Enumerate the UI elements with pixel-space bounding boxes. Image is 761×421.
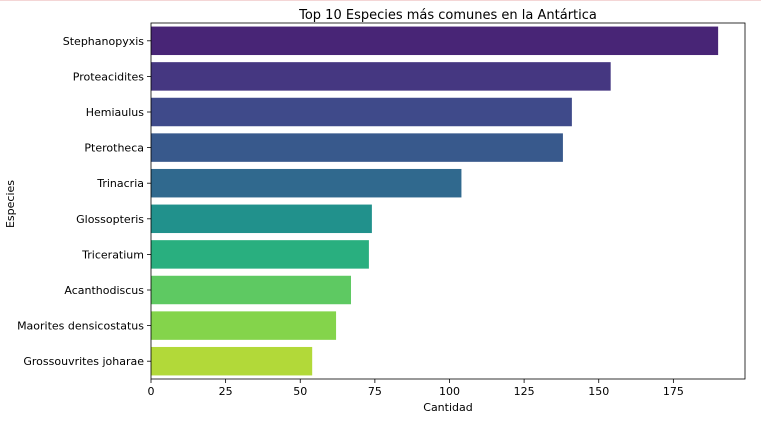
x-ticks-group: 0 25 50 75 100 125 150 175 xyxy=(148,379,684,398)
y-tick-label: Pterotheca xyxy=(84,142,144,155)
bar-0 xyxy=(151,26,719,56)
bar-7 xyxy=(151,275,351,305)
y-ticks-group: Stephanopyxis Proteacidites Hemiaulus Ptero… xyxy=(17,35,151,368)
x-tick-label: 25 xyxy=(219,385,233,398)
y-tick-label: Triceratium xyxy=(81,248,144,261)
bar-8 xyxy=(151,311,337,340)
x-tick-label: 75 xyxy=(368,385,382,398)
x-tick-label: 0 xyxy=(148,385,155,398)
bar-2 xyxy=(151,97,572,127)
x-tick-label: 50 xyxy=(293,385,307,398)
x-tick-label: 175 xyxy=(663,385,684,398)
bar-3 xyxy=(151,133,563,162)
top-border-line xyxy=(0,0,761,1)
x-tick-label: 100 xyxy=(439,385,460,398)
x-tick-label: 125 xyxy=(514,385,535,398)
chart-title: Top 10 Especies más comunes en la Antárt… xyxy=(298,8,597,23)
bar-6 xyxy=(151,240,369,269)
bar-9 xyxy=(151,346,313,376)
bar-1 xyxy=(151,62,611,91)
y-tick-label: Maorites densicostatus xyxy=(17,320,144,333)
y-tick-label: Stephanopyxis xyxy=(63,35,145,48)
y-tick-label: Hemiaulus xyxy=(86,106,145,119)
y-tick-label: Acanthodiscus xyxy=(64,284,144,297)
x-tick-label: 150 xyxy=(588,385,609,398)
y-tick-label: Trinacria xyxy=(96,177,144,190)
bars-group xyxy=(151,26,719,376)
plot-frame xyxy=(150,22,746,380)
bar-5 xyxy=(151,204,372,234)
y-tick-label: Glossopteris xyxy=(76,213,144,226)
x-axis-label: Cantidad xyxy=(423,401,472,414)
y-axis-label: Especies xyxy=(4,180,17,228)
y-tick-label: Proteacidites xyxy=(73,70,144,83)
bar-4 xyxy=(151,168,462,198)
y-tick-label: Grossouvrites joharae xyxy=(23,355,144,368)
